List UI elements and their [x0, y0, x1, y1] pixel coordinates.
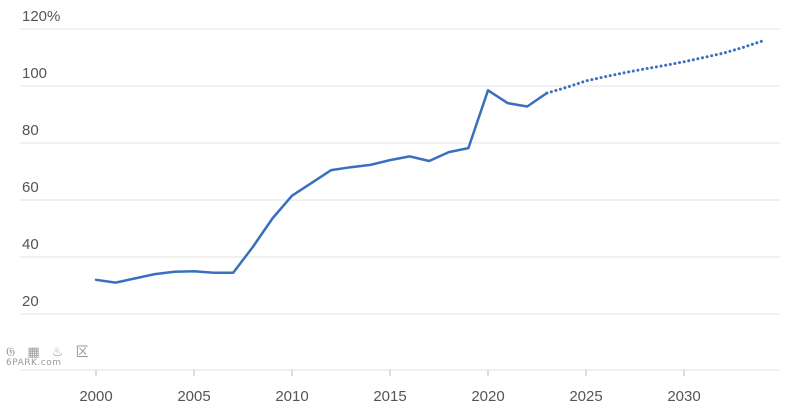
- x-axis-ticks: 2000 2005 2010 2015 2020 2025 2030: [79, 370, 701, 405]
- x-tick-label: 2010: [275, 388, 308, 405]
- y-tick-label: 40: [22, 236, 39, 253]
- y-tick-label: 100: [22, 65, 47, 82]
- series-line-projection: [545, 39, 764, 95]
- grid-lines: [20, 28, 780, 371]
- x-tick-label: 2025: [569, 388, 602, 405]
- x-tick-label: 2030: [667, 388, 700, 405]
- x-tick-label: 2015: [373, 388, 406, 405]
- watermark-glyphs: 𝔊 ▦ ♨ 区: [6, 345, 93, 360]
- y-tick-label: 120%: [22, 8, 60, 25]
- x-tick-label: 2005: [177, 388, 210, 405]
- y-tick-label: 80: [22, 122, 39, 139]
- y-axis-ticks: 20 40 60 80 100 120%: [22, 8, 60, 310]
- x-tick-label: 2020: [471, 388, 504, 405]
- watermark-logo: 𝔊 ▦ ♨ 区 6PARK.com: [6, 346, 93, 368]
- x-tick-label: 2000: [79, 388, 112, 405]
- series-group: [94, 39, 764, 284]
- watermark-text: 6PARK.com: [6, 358, 62, 368]
- y-tick-label: 20: [22, 293, 39, 310]
- series-line-actual: [94, 89, 549, 284]
- y-tick-label: 60: [22, 179, 39, 196]
